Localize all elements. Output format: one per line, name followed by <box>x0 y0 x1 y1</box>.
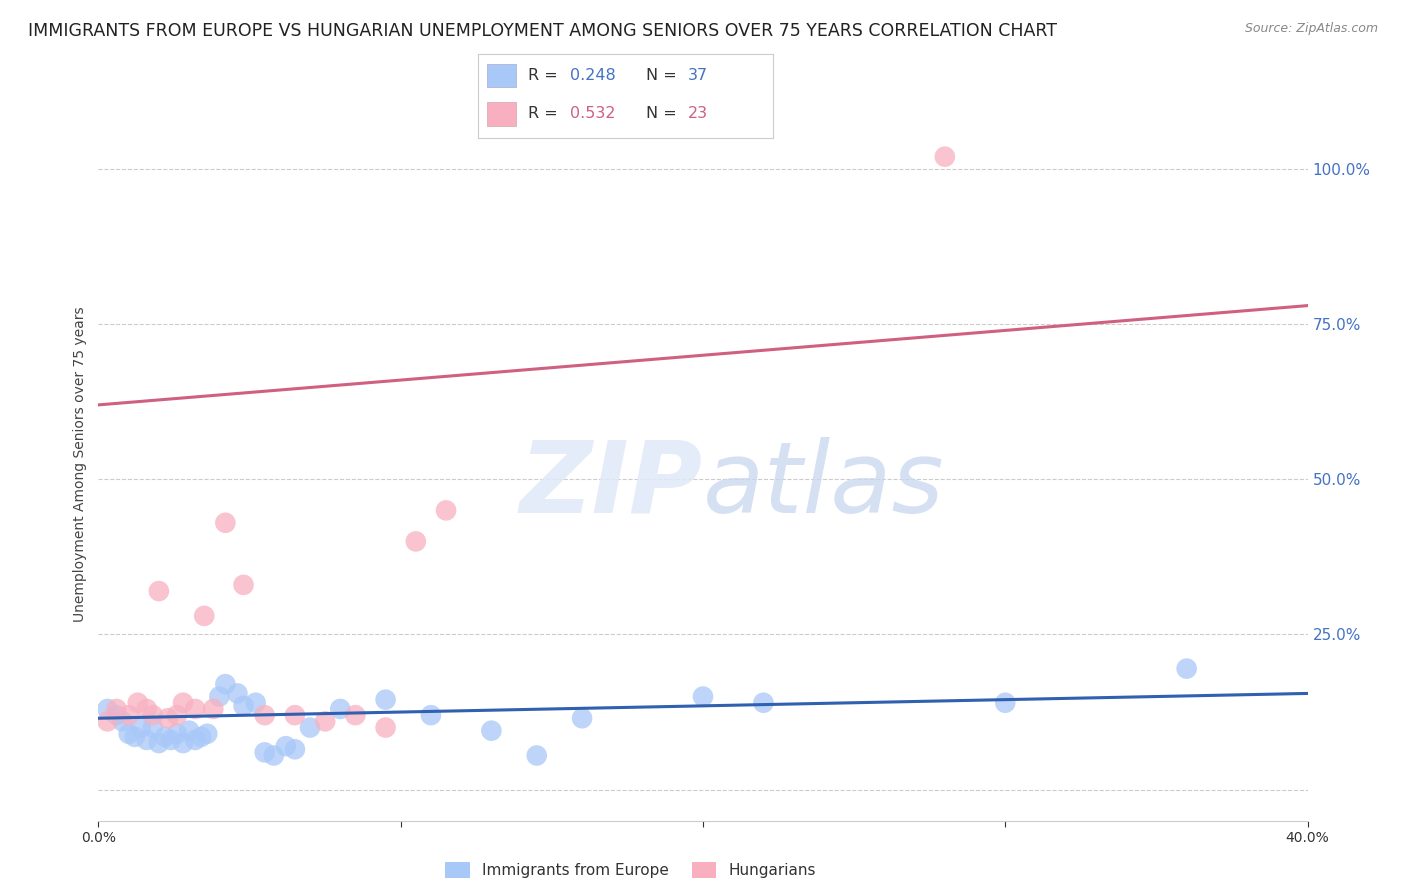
Point <box>692 690 714 704</box>
Point <box>214 516 236 530</box>
Point <box>245 696 267 710</box>
Point <box>226 686 249 700</box>
Point <box>526 748 548 763</box>
Point <box>274 739 297 754</box>
Point <box>193 608 215 623</box>
Point <box>96 714 118 729</box>
Point <box>202 702 225 716</box>
Point <box>96 702 118 716</box>
Text: 37: 37 <box>688 68 707 83</box>
Point <box>105 708 128 723</box>
Point <box>571 711 593 725</box>
Point <box>253 745 276 759</box>
Point <box>148 584 170 599</box>
Point <box>105 702 128 716</box>
Point <box>934 150 956 164</box>
Text: atlas: atlas <box>703 437 945 533</box>
Point <box>156 711 179 725</box>
Text: R =: R = <box>529 106 564 121</box>
Point <box>135 702 157 716</box>
Y-axis label: Unemployment Among Seniors over 75 years: Unemployment Among Seniors over 75 years <box>73 306 87 622</box>
Point <box>232 698 254 713</box>
Point <box>314 714 336 729</box>
Point <box>994 696 1017 710</box>
Point <box>284 708 307 723</box>
Text: Source: ZipAtlas.com: Source: ZipAtlas.com <box>1244 22 1378 36</box>
Point <box>195 727 218 741</box>
Point <box>263 748 285 763</box>
Point <box>232 578 254 592</box>
Point <box>405 534 427 549</box>
Point <box>752 696 775 710</box>
Legend: Immigrants from Europe, Hungarians: Immigrants from Europe, Hungarians <box>439 855 823 884</box>
Text: N =: N = <box>647 106 682 121</box>
Bar <box>486 102 516 126</box>
Text: ZIP: ZIP <box>520 437 703 533</box>
Point <box>374 721 396 735</box>
Point <box>184 702 207 716</box>
Point <box>166 727 188 741</box>
Point <box>434 503 457 517</box>
Point <box>129 721 152 735</box>
Point <box>179 723 201 738</box>
Point <box>190 730 212 744</box>
Text: 0.248: 0.248 <box>569 68 616 83</box>
Point <box>111 714 134 729</box>
Text: N =: N = <box>647 68 682 83</box>
Point <box>1175 662 1198 676</box>
Point <box>142 721 165 735</box>
Point <box>481 723 503 738</box>
Point <box>253 708 276 723</box>
Text: IMMIGRANTS FROM EUROPE VS HUNGARIAN UNEMPLOYMENT AMONG SENIORS OVER 75 YEARS COR: IMMIGRANTS FROM EUROPE VS HUNGARIAN UNEM… <box>28 22 1057 40</box>
Point <box>374 692 396 706</box>
Point <box>142 708 165 723</box>
Point <box>118 708 141 723</box>
Point <box>420 708 443 723</box>
Point <box>153 730 176 744</box>
Point <box>299 721 322 735</box>
Point <box>214 677 236 691</box>
Point <box>184 733 207 747</box>
Text: R =: R = <box>529 68 564 83</box>
Text: 0.532: 0.532 <box>569 106 614 121</box>
Point <box>148 736 170 750</box>
Point <box>329 702 352 716</box>
Point <box>284 742 307 756</box>
Point <box>135 733 157 747</box>
Point <box>172 736 194 750</box>
Point <box>124 730 146 744</box>
Point <box>208 690 231 704</box>
Text: 23: 23 <box>688 106 707 121</box>
Point <box>127 696 149 710</box>
Point <box>344 708 367 723</box>
Bar <box>486 63 516 87</box>
Point <box>166 708 188 723</box>
Point <box>172 696 194 710</box>
Point <box>160 733 183 747</box>
Point <box>118 727 141 741</box>
